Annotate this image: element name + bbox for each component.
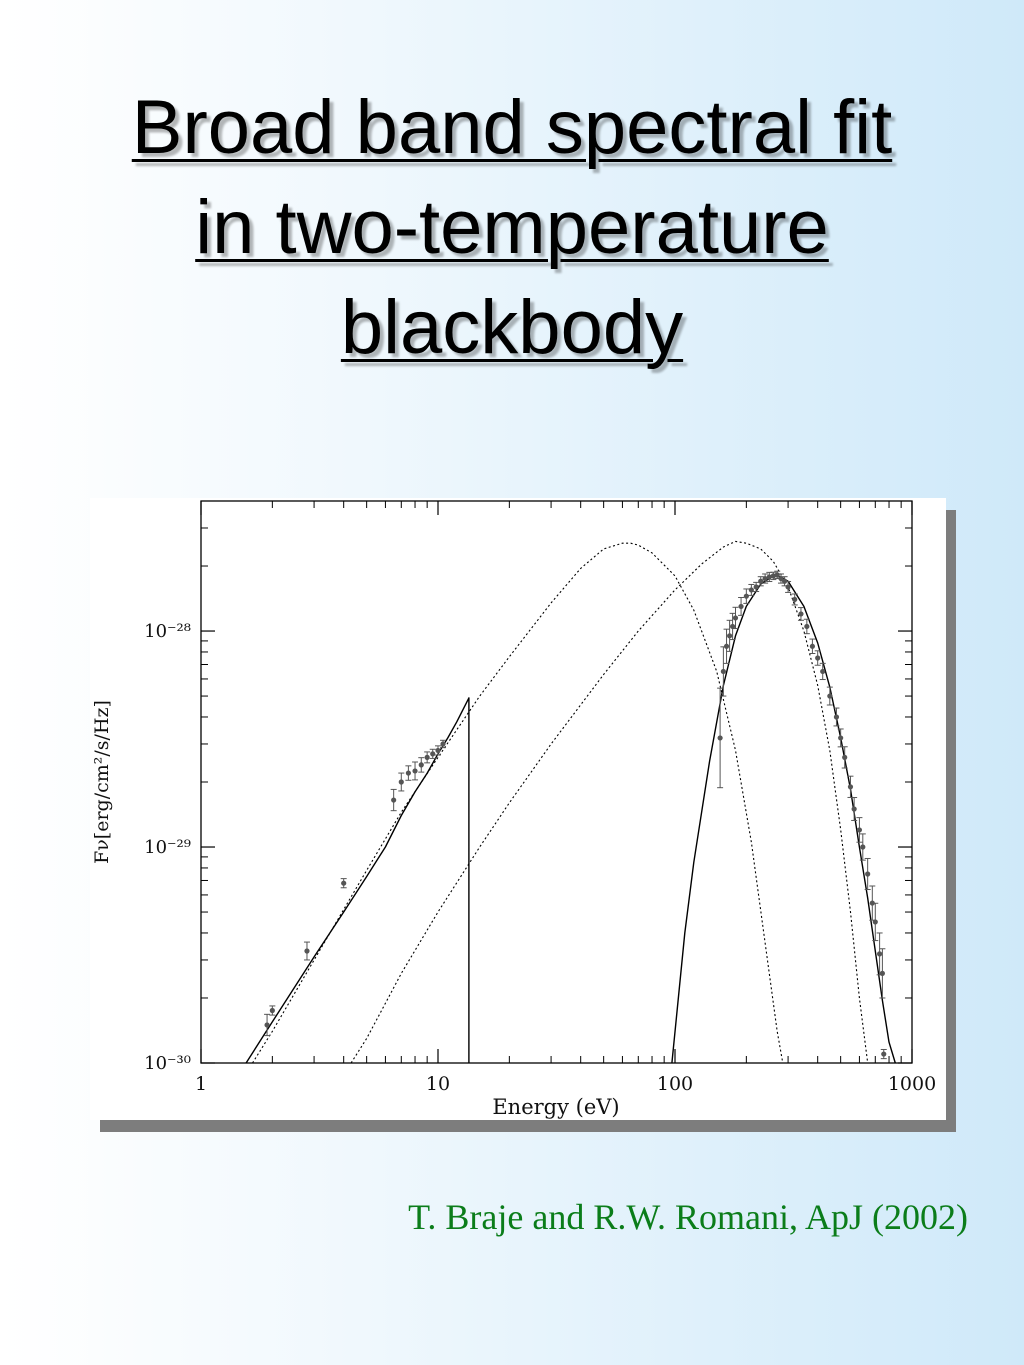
data-point [717, 735, 723, 741]
data-point [264, 1022, 270, 1028]
y-tick-label: 10⁻²⁸ [144, 621, 191, 642]
data-point [872, 919, 878, 925]
series-layer [245, 540, 896, 1064]
data-point [723, 643, 730, 649]
slide-title: Broad band spectral fit in two-temperatu… [0, 78, 1024, 378]
data-point [833, 714, 840, 720]
x-tick-label: 100 [657, 1073, 693, 1095]
x-tick-label: 10 [426, 1073, 450, 1095]
data-point [879, 970, 885, 976]
data-point [738, 603, 744, 610]
chart-panel: 1 10 100 1000 10⁻³⁰ 10⁻²⁹ 10⁻²⁸ Energy (eV) Fν… [90, 498, 946, 1120]
model-fit-solid-0 [245, 697, 470, 1064]
data-point [727, 633, 733, 639]
data-point [762, 575, 768, 582]
data-point [720, 668, 726, 675]
data-point [304, 948, 310, 954]
plot-frame [200, 500, 913, 1064]
data-point [341, 880, 347, 886]
citation-text: T. Braje and R.W. Romani, ApJ (2002) [408, 1197, 968, 1237]
data-point [877, 951, 883, 957]
x-tick-label: 1000 [888, 1073, 936, 1095]
data-point [424, 754, 430, 760]
data-point [748, 587, 754, 593]
y-axis-label: Fν[erg/cm²/s/Hz] [91, 700, 113, 864]
data-point [269, 1007, 275, 1014]
data-point [792, 596, 798, 603]
data-point [774, 572, 780, 578]
model-fit-solid-3 [671, 575, 896, 1064]
data-point [435, 747, 441, 754]
data-point [804, 623, 810, 630]
data-point [440, 741, 446, 747]
data-point [881, 1051, 887, 1057]
title-line-2: in two-temperature [195, 185, 829, 270]
data-point [847, 784, 854, 790]
data-point [732, 615, 739, 621]
data-point [391, 797, 397, 803]
data-point [860, 844, 866, 850]
x-axis-label: Energy (eV) [492, 1095, 619, 1119]
data-point [398, 779, 404, 785]
y-tick-label: 10⁻³⁰ [144, 1053, 191, 1074]
data-point [781, 578, 788, 584]
data-point [856, 827, 863, 833]
data-point [758, 578, 764, 584]
data-point [430, 751, 436, 757]
ticks-layer: 1 10 100 1000 10⁻³⁰ 10⁻²⁹ 10⁻²⁸ [144, 500, 936, 1095]
data-point [851, 806, 857, 812]
data-point [827, 693, 833, 699]
data-point [798, 611, 804, 617]
blackbody-component-dotted-2 [350, 540, 869, 1064]
blackbody-component-dotted-1 [252, 542, 784, 1064]
data-point [815, 655, 821, 661]
data-point [820, 668, 826, 675]
data-point [785, 584, 791, 590]
y-tick-label: 10⁻²⁹ [144, 837, 191, 858]
data-point [730, 623, 736, 630]
title-line-3: blackbody [340, 285, 684, 370]
data-point [418, 762, 424, 768]
data-point [753, 584, 759, 590]
data-point [838, 735, 844, 741]
data-point [743, 593, 749, 599]
title-line-1: Broad band spectral fit [131, 85, 893, 170]
data-point [842, 754, 848, 760]
x-tick-label: 1 [195, 1073, 207, 1095]
data-point [778, 575, 784, 582]
data-point [809, 643, 816, 649]
data-point [766, 574, 772, 580]
data-point [412, 768, 418, 774]
data-point [405, 770, 411, 776]
spectrum-chart: 1 10 100 1000 10⁻³⁰ 10⁻²⁹ 10⁻²⁸ Energy (eV) Fν… [91, 500, 936, 1119]
data-points-layer [264, 570, 887, 1060]
data-point [865, 871, 871, 877]
